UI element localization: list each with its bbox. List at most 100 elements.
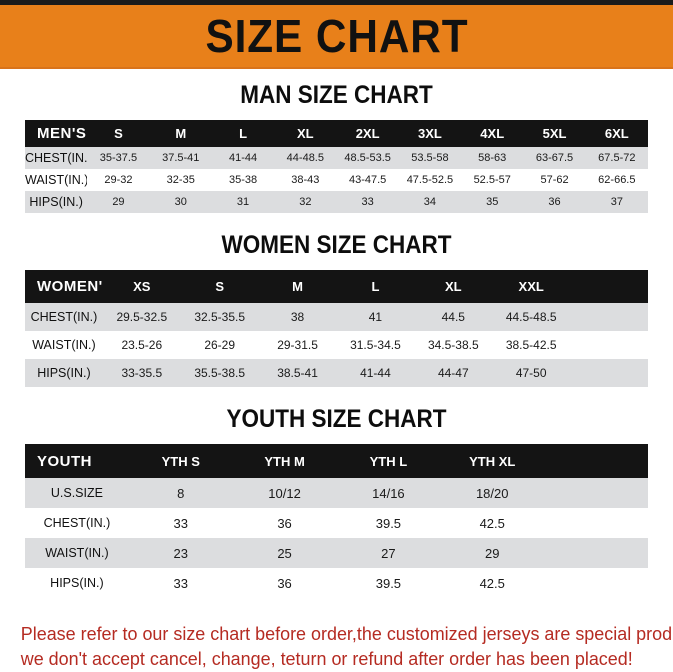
women-section-title: WOMEN SIZE CHART: [221, 231, 452, 259]
youth-cell: 39.5: [336, 508, 441, 538]
youth-size-header: YTH XL: [440, 444, 545, 478]
table-row: WAIST(IN.) 23 25 27 29: [25, 538, 648, 568]
men-cell: 44-48.5: [274, 147, 337, 169]
men-size-header: XL: [274, 120, 337, 147]
page-title: SIZE CHART: [204, 10, 469, 62]
women-cell: 31.5-34.5: [336, 331, 415, 359]
women-measure-label: WAIST(IN.): [25, 331, 103, 359]
men-table-body: CHEST(IN.) 35-37.5 37.5-41 41-44 44-48.5…: [25, 147, 648, 213]
youth-size-header-empty: [544, 444, 648, 478]
youth-measure-label: WAIST(IN.): [25, 538, 129, 568]
men-cell: 32: [274, 191, 337, 213]
men-size-header: 4XL: [461, 120, 524, 147]
men-cell: 36: [523, 191, 586, 213]
youth-cell: 14/16: [336, 478, 441, 508]
youth-cell: 18/20: [440, 478, 545, 508]
women-cell: 23.5-26: [102, 331, 181, 359]
youth-cell: 36: [232, 508, 337, 538]
men-cell: 35-38: [211, 169, 275, 191]
youth-header-row: YOUTH YTH S YTH M YTH L YTH XL: [25, 444, 648, 478]
footer-disclaimer-line-1: Please refer to our size chart before or…: [20, 623, 673, 644]
men-cell: 57-62: [523, 169, 586, 191]
men-cell: 47.5-52.5: [398, 169, 462, 191]
women-cell: 38: [258, 303, 337, 331]
women-cell: 33-35.5: [102, 359, 181, 387]
women-cell-empty: [570, 303, 648, 331]
women-cell: 29.5-32.5: [102, 303, 181, 331]
table-row: WAIST(IN.) 29-32 32-35 35-38 38-43 43-47…: [25, 169, 648, 191]
women-table-head: WOMEN'S XS S M L XL XXL: [25, 270, 648, 303]
spacer-women-youth: [0, 387, 673, 407]
youth-table-wrap: YOUTH YTH S YTH M YTH L YTH XL U.S.SIZE …: [25, 444, 648, 598]
women-size-header-empty: [570, 270, 648, 303]
women-size-header: L: [336, 270, 415, 303]
men-cell: 43-47.5: [336, 169, 399, 191]
youth-cell: 8: [128, 478, 233, 508]
spacer-youth-title: [0, 432, 673, 444]
men-cell: 29-32: [87, 169, 150, 191]
women-cell: 34.5-38.5: [414, 331, 493, 359]
women-row-label-header: WOMEN'S: [25, 270, 103, 303]
men-table-head: MEN'S S M L XL 2XL 3XL 4XL 5XL 6XL: [25, 120, 648, 147]
women-size-header: XS: [102, 270, 181, 303]
men-measure-label: CHEST(IN.): [25, 147, 88, 169]
men-cell: 35: [461, 191, 524, 213]
youth-cell: 33: [128, 568, 233, 598]
table-row: HIPS(IN.) 33-35.5 35.5-38.5 38.5-41 41-4…: [25, 359, 648, 387]
men-cell: 58-63: [461, 147, 524, 169]
youth-cell: 39.5: [336, 568, 441, 598]
women-size-header: S: [180, 270, 259, 303]
men-cell: 37: [585, 191, 648, 213]
youth-cell: 10/12: [232, 478, 337, 508]
men-measure-label: WAIST(IN.): [25, 169, 88, 191]
spacer-men-title: [0, 108, 673, 120]
youth-section-title: YOUTH SIZE CHART: [226, 405, 447, 433]
women-cell: 35.5-38.5: [180, 359, 259, 387]
women-cell: 44-47: [414, 359, 493, 387]
men-cell: 33: [336, 191, 399, 213]
men-cell: 48.5-53.5: [336, 147, 399, 169]
youth-cell: 42.5: [440, 568, 545, 598]
youth-cell: 42.5: [440, 508, 545, 538]
youth-size-section: YOUTH SIZE CHART YOUTH YTH S YTH M YTH L…: [0, 407, 673, 598]
women-cell: 47-50: [492, 359, 571, 387]
youth-cell-empty: [544, 538, 648, 568]
men-table-wrap: MEN'S S M L XL 2XL 3XL 4XL 5XL 6XL CHEST: [25, 120, 648, 213]
footer-disclaimer-line-2: we don't accept cancel, change, teturn o…: [20, 647, 633, 669]
men-cell: 52.5-57: [461, 169, 524, 191]
table-row: CHEST(IN.) 35-37.5 37.5-41 41-44 44-48.5…: [25, 147, 648, 169]
women-cell-empty: [570, 359, 648, 387]
men-header-row: MEN'S S M L XL 2XL 3XL 4XL 5XL 6XL: [25, 120, 648, 147]
women-cell: 38.5-42.5: [492, 331, 571, 359]
men-size-header: 3XL: [398, 120, 462, 147]
women-cell: 32.5-35.5: [180, 303, 259, 331]
youth-size-header: YTH M: [232, 444, 337, 478]
table-row: CHEST(IN.) 33 36 39.5 42.5: [25, 508, 648, 538]
men-cell: 30: [149, 191, 212, 213]
women-cell: 41-44: [336, 359, 415, 387]
youth-cell: 27: [336, 538, 441, 568]
men-size-table: MEN'S S M L XL 2XL 3XL 4XL 5XL 6XL CHEST: [25, 120, 648, 213]
women-cell: 29-31.5: [258, 331, 337, 359]
youth-table-head: YOUTH YTH S YTH M YTH L YTH XL: [25, 444, 648, 478]
men-size-header: S: [87, 120, 150, 147]
men-cell: 35-37.5: [87, 147, 150, 169]
men-size-header: L: [211, 120, 275, 147]
men-measure-label: HIPS(IN.): [25, 191, 88, 213]
women-cell: 38.5-41: [258, 359, 337, 387]
men-cell: 31: [211, 191, 275, 213]
youth-size-header: YTH L: [336, 444, 441, 478]
top-dark-strip: [0, 0, 673, 5]
women-header-row: WOMEN'S XS S M L XL XXL: [25, 270, 648, 303]
men-cell: 37.5-41: [149, 147, 212, 169]
spacer-before-footer: [0, 598, 673, 614]
women-size-section: WOMEN SIZE CHART WOMEN'S XS S M L XL XXL: [0, 233, 673, 387]
men-size-header: 5XL: [523, 120, 586, 147]
women-cell-empty: [570, 331, 648, 359]
men-cell: 41-44: [211, 147, 275, 169]
youth-cell: 33: [128, 508, 233, 538]
youth-row-label-header: YOUTH: [25, 444, 129, 478]
youth-table-body: U.S.SIZE 8 10/12 14/16 18/20 CHEST(IN.) …: [25, 478, 648, 598]
men-cell: 63-67.5: [523, 147, 586, 169]
